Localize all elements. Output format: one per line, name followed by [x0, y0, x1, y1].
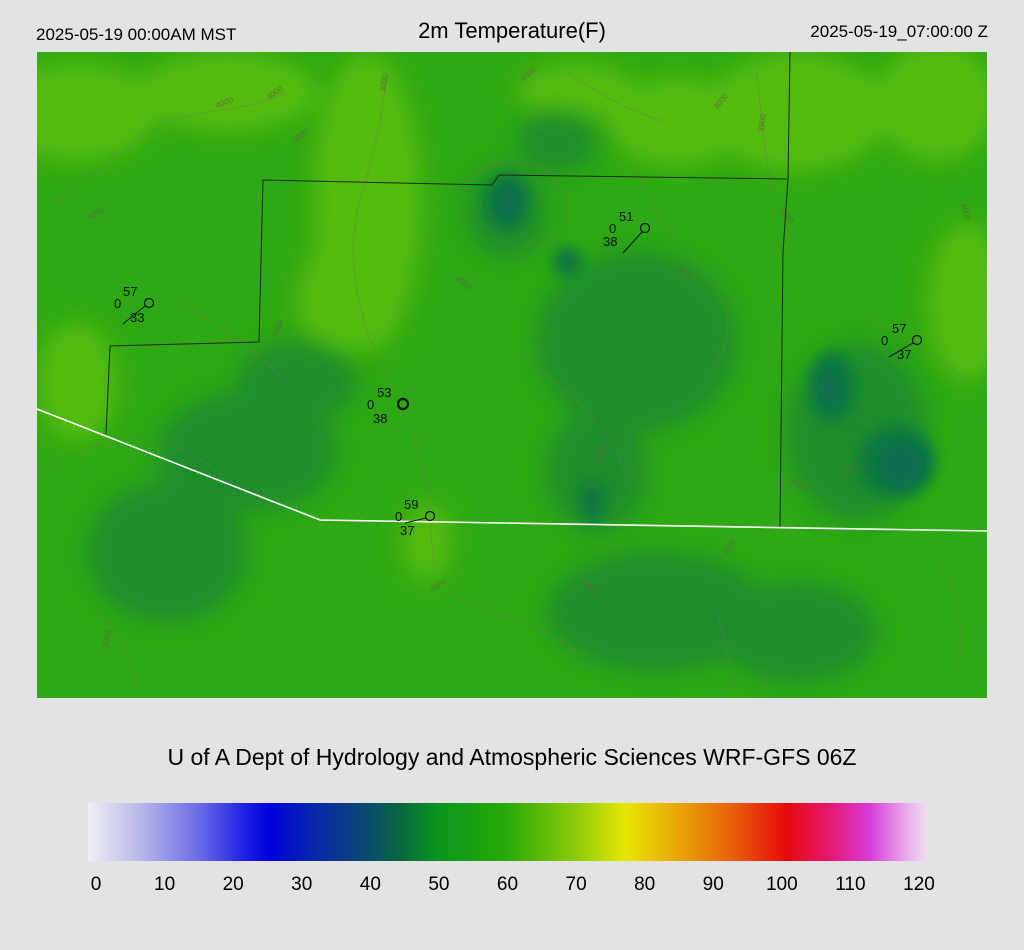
station-temp: 57: [123, 284, 137, 299]
colorbar-tick-label: 100: [765, 874, 798, 895]
colorbar-tick-label: 120: [903, 874, 935, 895]
contour-label: 3500: [756, 113, 768, 133]
station-plot-2[interactable]: 53 0 38: [367, 385, 410, 426]
coldest-core: [497, 188, 924, 484]
map-canvas: 4000 4000 3000 4000 3000 3500 4000 3000 …: [37, 52, 987, 698]
county-boundaries: [105, 52, 791, 528]
station-plot-4[interactable]: 57 0 37: [881, 321, 923, 362]
station-circle-icon: [424, 510, 436, 522]
colorbar-tick-label: 70: [565, 874, 587, 895]
state-boundary: [37, 408, 987, 532]
station-temp: 59: [404, 497, 418, 512]
station-circle-icon: [639, 222, 651, 234]
station-dewpoint: 38: [373, 411, 387, 426]
valid-time-utc: 2025-05-19_07:00:00 Z: [810, 22, 988, 41]
colorbar-tick-label: 50: [428, 874, 450, 895]
station-plot-3[interactable]: 51 0 38: [603, 209, 651, 254]
station-circle-icon: [143, 297, 155, 309]
warm-shading: [37, 52, 987, 582]
colorbar-tick-label: 90: [702, 874, 724, 895]
colorbar-tick-label: 10: [154, 874, 176, 895]
temperature-map: 4000 4000 3000 4000 3000 3500 4000 3000 …: [37, 52, 987, 698]
colorbar-tick-label: 20: [222, 874, 244, 895]
temperature-colorbar: [88, 803, 926, 861]
station-dewpoint: 37: [897, 347, 911, 362]
station-temp: 51: [619, 209, 633, 224]
station-wind: 0: [395, 509, 402, 524]
colorbar-tick-label: 110: [835, 874, 866, 895]
station-circle-icon: [396, 397, 410, 411]
station-wind: 0: [367, 397, 374, 412]
station-wind: 0: [609, 221, 616, 236]
station-wind: 0: [881, 333, 888, 348]
colorbar-tick-label: 60: [496, 874, 519, 895]
station-temp: 57: [892, 321, 906, 336]
station-plot-1[interactable]: 57 0 33: [114, 284, 155, 325]
station-plot-5[interactable]: 59 0 37: [395, 497, 436, 538]
colorbar-tick-label: 0: [90, 874, 102, 895]
station-temp: 53: [377, 385, 391, 400]
colorbar-tick-label: 30: [291, 874, 313, 895]
station-circle-icon: [911, 334, 923, 346]
station-wind: 0: [114, 296, 121, 311]
contour-label: 3000: [378, 73, 390, 93]
station-dewpoint: 33: [130, 310, 144, 325]
colorbar-ticks: 0 10 20 30 40 50 60 70 80 90 100 110 120: [0, 874, 1024, 904]
model-credit: U of A Dept of Hydrology and Atmospheric…: [167, 744, 857, 770]
station-dewpoint: 38: [603, 234, 617, 249]
map-title: 2m Temperature(F): [418, 18, 606, 43]
station-dewpoint: 37: [400, 523, 414, 538]
elevation-contours: [37, 71, 968, 698]
colorbar-tick-label: 40: [359, 874, 381, 895]
valid-time-local: 2025-05-19 00:00AM MST: [36, 25, 237, 44]
colorbar-tick-label: 80: [634, 874, 656, 895]
